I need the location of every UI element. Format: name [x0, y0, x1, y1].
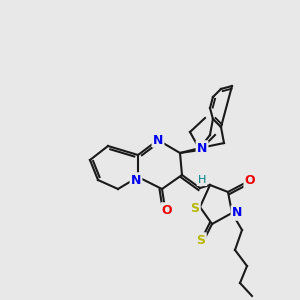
- Text: N: N: [232, 206, 242, 220]
- Text: S: S: [190, 202, 200, 215]
- Text: N: N: [153, 134, 163, 146]
- Text: S: S: [196, 233, 206, 247]
- Text: H: H: [198, 175, 206, 185]
- Text: N: N: [131, 173, 141, 187]
- Text: N: N: [197, 142, 207, 154]
- Text: O: O: [245, 175, 255, 188]
- Text: O: O: [162, 203, 172, 217]
